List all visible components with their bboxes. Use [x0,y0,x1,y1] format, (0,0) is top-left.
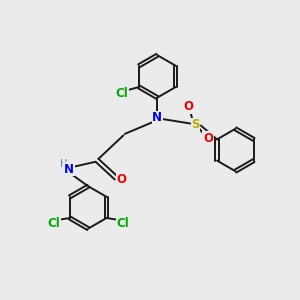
Text: O: O [203,132,213,145]
Text: S: S [191,118,200,131]
Text: O: O [116,173,126,186]
Text: Cl: Cl [116,87,129,100]
Text: N: N [152,111,162,124]
Text: O: O [183,100,193,113]
Text: Cl: Cl [116,218,129,230]
Text: Cl: Cl [47,218,60,230]
Text: N: N [64,163,74,176]
Text: H: H [60,159,68,169]
